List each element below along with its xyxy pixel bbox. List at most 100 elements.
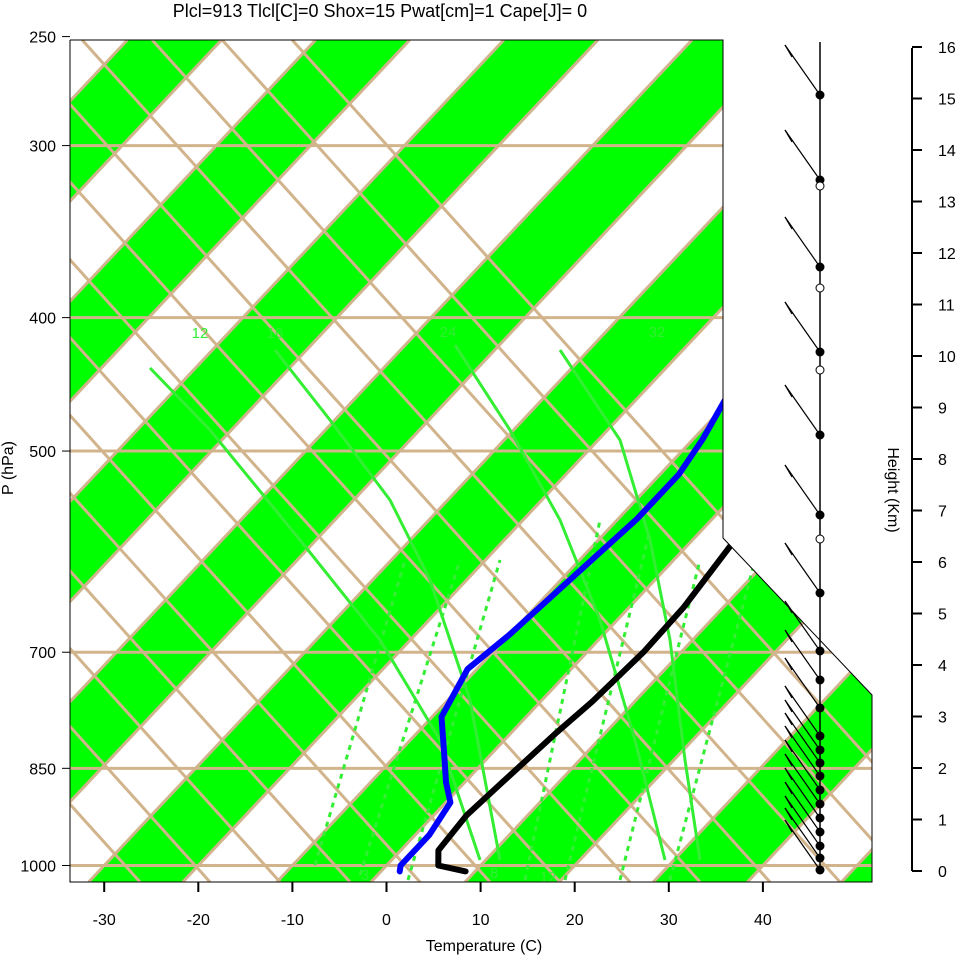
wind-barb-flag (784, 384, 793, 398)
moist-adiabat-label: 16 (267, 325, 284, 342)
wind-barb (784, 685, 821, 737)
wind-barb (784, 767, 821, 819)
height-tick-label: 0 (938, 864, 947, 881)
wind-open-dot (815, 283, 825, 293)
x-tick-label: 0 (382, 912, 391, 929)
wind-barb (784, 807, 821, 859)
mixing-ratio-line (563, 529, 652, 881)
moist-adiabat-label: 32 (649, 324, 666, 341)
mixing-ratio-label: 3 (361, 867, 369, 884)
isotherm-band (70, 40, 787, 882)
p-tick-label: 300 (29, 139, 56, 156)
isotherm-line (70, 40, 317, 882)
moist-adiabat-line (273, 349, 502, 861)
x-tick-label: -10 (281, 912, 304, 929)
wind-barb (784, 699, 821, 751)
wind-barb (784, 600, 821, 652)
dry-adiabat-line (70, 40, 212, 882)
wind-barb-flag (784, 542, 793, 556)
wind-barb (784, 657, 821, 709)
height-tick-label: 11 (938, 298, 955, 315)
wind-open-dot (815, 181, 825, 191)
height-axis-label: Height (Km) (884, 447, 901, 532)
chart-title: Plcl=913 Tlcl[C]=0 Shox=15 Pwat[cm]=1 Ca… (173, 1, 587, 21)
isotherm-band (70, 40, 410, 882)
wind-barb (784, 739, 821, 791)
diagram-labels: 12 16 24 32 3 8 12 (192, 324, 666, 886)
wind-barb-flag (784, 629, 793, 643)
height-tick-label: 16 (938, 40, 956, 57)
height-tick-label: 10 (938, 349, 956, 366)
height-tick-label: 8 (938, 452, 947, 469)
wind-barbs (784, 42, 825, 875)
p-tick-label: 500 (29, 444, 56, 461)
x-tick-label: 20 (566, 912, 584, 929)
dry-adiabat-line (70, 40, 352, 882)
height-tick-label: 7 (938, 504, 947, 521)
height-tick-label: 1 (938, 813, 947, 830)
moist-adiabat-line (558, 349, 702, 861)
wind-barb (784, 464, 821, 516)
wind-barb (784, 44, 821, 96)
wind-barb-flag (784, 739, 793, 753)
wind-barb-flag (784, 807, 793, 821)
wind-barb-flag (784, 464, 793, 478)
wind-barb-flag (784, 753, 793, 767)
isotherm-line (558, 40, 872, 882)
height-tick-label: 3 (938, 710, 947, 727)
wind-barb-flag (784, 712, 793, 726)
wind-barb-flag (784, 216, 793, 230)
dry-adiabat-line (70, 40, 702, 882)
wind-barb (784, 712, 821, 764)
wind-barb-flag (784, 129, 793, 143)
y-axis-label: P (hPa) (0, 441, 17, 495)
p-tick-label: 850 (29, 761, 56, 778)
wind-barb-flag (784, 699, 793, 713)
dry-adiabat-line (70, 40, 632, 882)
height-tick-label: 4 (938, 658, 947, 675)
plot-border (69, 39, 873, 883)
isotherm-line (70, 40, 505, 882)
wind-barb (784, 216, 821, 268)
height-tick-label: 6 (938, 555, 947, 572)
x-tick-label: -30 (93, 912, 116, 929)
wind-barb (784, 384, 821, 436)
mixing-ratio-line (313, 559, 407, 866)
x-tick-label: 30 (660, 912, 678, 929)
wind-barb-flag (784, 301, 793, 315)
dry-adiabat-line (151, 40, 872, 882)
wind-barb-flag (784, 600, 793, 614)
height-tick-label: 14 (938, 143, 956, 160)
wind-barb (784, 819, 821, 871)
moist-adiabat-label: 24 (440, 324, 457, 341)
height-tick-label: 5 (938, 607, 947, 624)
wind-open-dot (815, 365, 825, 375)
wind-barb (784, 753, 821, 805)
isotherm-band (276, 40, 872, 882)
dry-adiabat-line (291, 40, 872, 882)
dry-adiabat-line (221, 40, 872, 882)
dry-adiabat-line (70, 40, 772, 882)
wind-barb-flag (784, 685, 793, 699)
isotherm-line (70, 40, 599, 882)
wind-barb-flag (784, 44, 793, 58)
x-tick-label: 10 (472, 912, 490, 929)
mixing-ratio-label: 12 (540, 869, 557, 886)
dry-adiabat-line (70, 40, 282, 882)
x-tick-label: 40 (754, 912, 772, 929)
adiabats-and-mixing-lines (148, 344, 757, 881)
wind-barb (784, 795, 821, 847)
wind-barb (784, 301, 821, 353)
height-tick-label: 2 (938, 761, 947, 778)
axes: 1001502002503004005007008501000-30-20-10… (20, 30, 956, 929)
wind-barb-flag (784, 819, 793, 833)
mixing-ratio-line (523, 519, 602, 881)
isotherm-band (70, 40, 598, 882)
moist-adiabat-label: 12 (192, 325, 209, 342)
isotherm-line (70, 40, 694, 882)
isotherm-band (465, 40, 872, 882)
wind-barb-flag (784, 781, 793, 795)
isotherm-line (70, 40, 223, 882)
p-tick-label: 250 (29, 30, 56, 47)
